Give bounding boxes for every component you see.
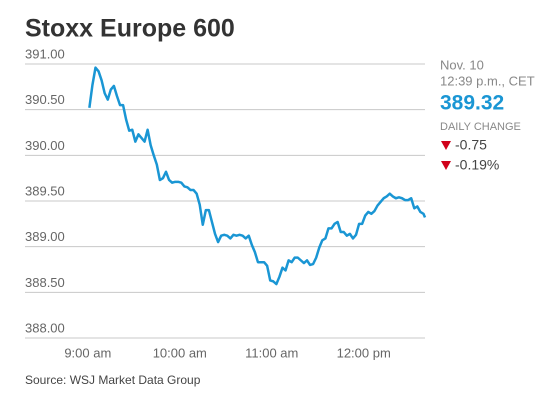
x-tick-label: 11:00 am: [245, 345, 298, 360]
y-tick-label: 390.00: [25, 138, 65, 153]
chart-title: Stoxx Europe 600: [25, 15, 235, 43]
line: [88, 66, 427, 286]
down-arrow: [441, 141, 451, 150]
y-tick-label: 390.50: [25, 92, 65, 107]
y-tick-label: 389.00: [25, 229, 65, 244]
x-tick-label: 10:00 am: [153, 345, 207, 360]
y-tick-label: 388.50: [25, 275, 65, 290]
change-label: DAILY CHANGE: [440, 121, 521, 133]
change-pct: -0.19%: [455, 157, 499, 173]
source: Source: WSJ Market Data Group: [25, 373, 201, 387]
x-tick-label: 9:00 am: [64, 345, 111, 360]
date: Nov. 10: [440, 57, 484, 72]
down-arrow: [441, 161, 451, 170]
y-tick-label: 389.50: [25, 183, 65, 198]
price: 389.32: [440, 92, 504, 115]
time: 12:39 p.m., CET: [440, 73, 535, 88]
y-tick-label: 388.00: [25, 320, 65, 335]
change: -0.75: [455, 137, 487, 153]
x-tick-label: 12:00 pm: [337, 345, 391, 360]
y-tick-label: 391.00: [25, 46, 65, 61]
